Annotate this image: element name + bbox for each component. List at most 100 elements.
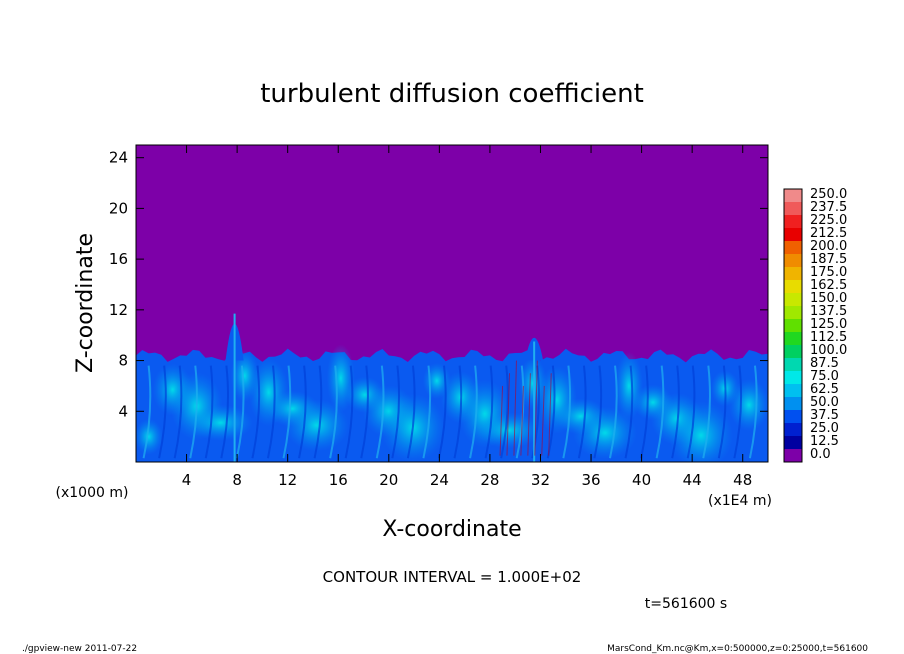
colorbar-swatch — [784, 228, 802, 242]
eddy-streak — [344, 365, 354, 459]
eddy — [136, 418, 163, 455]
y-unit-label: (x1000 m) — [56, 485, 129, 501]
x-tick-label: 4 — [182, 471, 192, 489]
time-text: t=561600 s — [645, 596, 727, 612]
colorbar-swatch — [784, 332, 802, 346]
eddy-streak — [702, 365, 711, 459]
x-tick-label: 20 — [379, 471, 398, 489]
colorbar-label: 187.5 — [810, 252, 847, 267]
colorbar-swatch — [784, 202, 802, 216]
x-tick-label: 28 — [480, 471, 499, 489]
colorbar-swatch — [784, 189, 802, 203]
eddy-streak — [406, 365, 416, 459]
fringe — [534, 360, 538, 456]
eddy-streak — [220, 365, 229, 459]
colorbar-swatch — [784, 358, 802, 372]
colorbar-swatch — [784, 423, 802, 437]
footer-right-text: MarsCond_Km.nc@Km,x=0:500000,z=0:25000,t… — [607, 644, 868, 654]
colorbar-swatch — [784, 410, 802, 424]
colorbar-label: 75.0 — [810, 369, 839, 384]
x-tick-label: 44 — [683, 471, 702, 489]
colorbar-label: 225.0 — [810, 213, 847, 228]
eddy-streak — [329, 365, 338, 459]
colorbar-swatch — [784, 384, 802, 398]
x-tick-label: 40 — [632, 471, 651, 489]
colorbar-label: 25.0 — [810, 421, 839, 436]
eddy-streak — [484, 365, 494, 459]
eddy-streak — [251, 365, 261, 459]
eddy-streak — [546, 365, 556, 459]
eddy — [188, 404, 253, 441]
turbulent-layer — [136, 313, 768, 462]
colorbar-label: 237.5 — [810, 200, 847, 215]
x-axis-label: X-coordinate — [382, 517, 521, 542]
contour-interval-text: CONTOUR INTERVAL = 1.000E+02 — [323, 568, 582, 586]
y-tick-label: 16 — [109, 250, 128, 268]
colorbar-label: 250.0 — [810, 187, 847, 202]
eddy-streak — [593, 365, 603, 459]
eddy-streak — [624, 365, 634, 459]
x-tick-label: 48 — [733, 471, 752, 489]
colorbar-swatch — [784, 371, 802, 385]
eddy-streak — [640, 365, 649, 459]
eddy-streak — [469, 365, 478, 459]
colorbar-swatch — [784, 241, 802, 255]
y-tick-label: 12 — [109, 301, 128, 319]
colorbar-swatch — [784, 267, 802, 281]
colorbar-label: 125.0 — [810, 317, 847, 332]
x-tick-label: 8 — [232, 471, 242, 489]
eddy-streak — [500, 365, 509, 459]
y-tick-label: 20 — [109, 199, 128, 217]
eddy-streak — [204, 365, 214, 459]
footer-left-text: ./gpview-new 2011-07-22 — [22, 644, 137, 654]
colorbar-swatch — [784, 449, 802, 463]
eddy-streak — [717, 365, 727, 459]
eddy-streak — [189, 365, 198, 459]
x-tick-label: 24 — [430, 471, 449, 489]
eddy-streak — [422, 365, 432, 459]
eddy-streak — [173, 365, 183, 459]
colorbar-swatch — [784, 319, 802, 333]
colorbar-label: 175.0 — [810, 265, 847, 280]
eddy-streak — [733, 365, 743, 459]
colorbar-swatch — [784, 215, 802, 229]
eddy-streak — [686, 365, 696, 459]
x-tick-label: 12 — [278, 471, 297, 489]
plot-frame — [135, 144, 769, 463]
y-axis: 4 8 12 16 20 24 — [109, 149, 768, 420]
colorbar-swatch — [784, 293, 802, 307]
eddy-streak — [577, 365, 587, 459]
colorbar-label: 62.5 — [810, 382, 839, 397]
eddy-streak — [313, 365, 323, 459]
eddy-streak — [375, 365, 385, 459]
eddy-streak — [391, 365, 401, 459]
eddy — [729, 378, 768, 431]
x-axis: 4 8 12 16 20 24 28 32 36 40 44 48 — [182, 145, 752, 489]
eddy-streak — [562, 365, 572, 459]
y-axis-label: Z-coordinate — [73, 233, 98, 373]
colorbar-label: 37.5 — [810, 408, 839, 423]
fringe — [527, 373, 531, 456]
fringe — [520, 385, 524, 456]
colorbar-label: 137.5 — [810, 304, 847, 319]
colorbar-label: 100.0 — [810, 343, 847, 358]
colorbar-label: 162.5 — [810, 278, 847, 293]
fringe — [541, 385, 545, 456]
y-tick-label: 4 — [118, 402, 128, 420]
eddy-streak — [748, 365, 758, 459]
eddy-streak — [655, 365, 665, 459]
eddy — [476, 412, 541, 449]
eddy-streak — [671, 365, 680, 459]
colorbar-label: 150.0 — [810, 291, 847, 306]
colorbar-label: 212.5 — [810, 226, 847, 241]
x-tick-label: 36 — [581, 471, 600, 489]
y-tick-label: 8 — [118, 352, 128, 370]
x-tick-label: 32 — [531, 471, 550, 489]
eddy-streak — [438, 365, 447, 459]
colorbar: 250.0237.5225.0212.5200.0187.5175.0162.5… — [783, 187, 847, 463]
plot-area — [136, 145, 768, 462]
colorbar-frame — [783, 188, 803, 463]
eddy-streak — [609, 365, 618, 459]
fringe — [499, 385, 504, 456]
colorbar-label: 112.5 — [810, 330, 847, 345]
